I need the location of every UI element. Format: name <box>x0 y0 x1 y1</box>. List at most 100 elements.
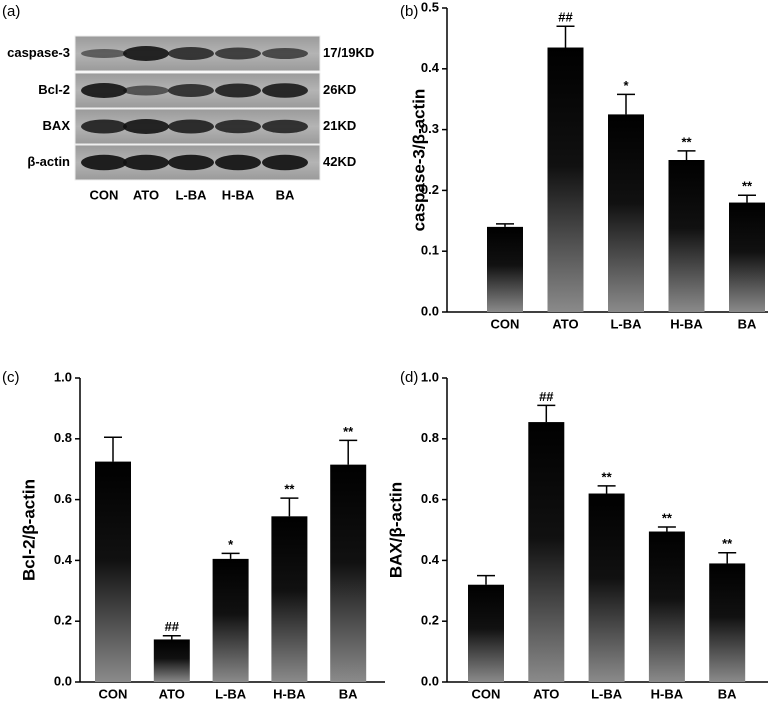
significance-label: * <box>228 537 234 552</box>
y-tick-label: 0.3 <box>421 121 439 136</box>
blot-band <box>81 119 127 134</box>
y-tick-label: 0.1 <box>421 243 439 258</box>
blot-band <box>81 83 127 98</box>
x-tick-label: L-BA <box>215 686 247 701</box>
blot-band <box>168 119 214 134</box>
y-tick-label: 0.6 <box>54 491 72 506</box>
y-tick-label: 0.8 <box>421 430 439 445</box>
size-label: 42KD <box>323 154 356 169</box>
bar <box>588 493 625 682</box>
significance-label: ## <box>165 619 180 634</box>
bar <box>212 558 249 682</box>
western-blot: (a) caspase-3 17/19KD Bcl-2 26KD BAX 21KD β-act… <box>2 3 374 202</box>
blot-band <box>81 49 127 58</box>
x-tick-label: CON <box>99 686 128 701</box>
size-label: 17/19KD <box>323 45 374 60</box>
y-tick-label: 0.0 <box>54 673 72 688</box>
y-axis-label: caspase-3/β-actin <box>409 89 428 232</box>
blot-band <box>215 83 261 98</box>
blot-band <box>123 119 169 134</box>
x-tick-label: H-BA <box>670 316 703 331</box>
lane-label: H-BA <box>222 187 255 202</box>
y-axis-label: Bcl-2/β-actin <box>19 479 38 581</box>
significance-label: ** <box>602 469 613 484</box>
bar <box>487 226 523 312</box>
blot-band <box>168 47 214 60</box>
lane-label: L-BA <box>175 187 207 202</box>
blot-band <box>123 46 169 61</box>
blot-band <box>168 84 214 97</box>
y-tick-label: 0.0 <box>421 673 439 688</box>
y-tick-label: 0.2 <box>421 182 439 197</box>
blot-band <box>168 154 214 171</box>
significance-label: ** <box>722 536 733 551</box>
lane-label: ATO <box>133 187 159 202</box>
y-tick-label: 0.6 <box>421 491 439 506</box>
row-label: BAX <box>43 118 71 133</box>
blot-band <box>262 154 308 171</box>
bar <box>709 563 746 682</box>
panel-label: (d) <box>400 369 418 386</box>
y-tick-label: 0.5 <box>421 0 439 14</box>
bar <box>648 531 685 682</box>
x-tick-label: ATO <box>159 686 185 701</box>
blot-band <box>215 154 261 171</box>
bar <box>608 114 644 313</box>
bar <box>528 422 565 682</box>
y-tick-label: 1.0 <box>421 369 439 384</box>
significance-label: ** <box>681 134 692 149</box>
size-label: 26KD <box>323 82 356 97</box>
bar <box>271 516 308 682</box>
x-tick-label: BA <box>718 686 737 701</box>
y-tick-label: 0.4 <box>421 60 440 75</box>
y-tick-label: 0.0 <box>421 303 439 318</box>
bar <box>668 160 705 312</box>
size-label: 21KD <box>323 118 356 133</box>
y-axis-label: BAX/β-actin <box>386 482 405 578</box>
row-label: β-actin <box>27 154 70 169</box>
lane-label: CON <box>90 187 119 202</box>
panel-label: (b) <box>400 3 418 20</box>
blot-band <box>215 47 261 60</box>
blot-band <box>215 119 261 134</box>
bar <box>468 584 504 682</box>
blot-band <box>262 119 308 134</box>
bar <box>547 47 584 313</box>
y-tick-label: 0.8 <box>54 430 72 445</box>
significance-label: ** <box>662 510 673 525</box>
panel-label: (a) <box>2 3 20 20</box>
x-tick-label: L-BA <box>610 316 642 331</box>
x-tick-label: L-BA <box>591 686 623 701</box>
x-tick-label: ATO <box>552 316 578 331</box>
y-tick-label: 0.2 <box>421 613 439 628</box>
bar <box>95 461 131 682</box>
bar <box>153 639 190 682</box>
y-tick-label: 0.2 <box>54 613 72 628</box>
x-tick-label: ATO <box>533 686 559 701</box>
significance-label: ** <box>742 179 753 194</box>
y-tick-label: 0.4 <box>54 552 73 567</box>
significance-label: ** <box>343 424 354 439</box>
significance-label: ## <box>539 389 554 404</box>
blot-band <box>81 154 127 171</box>
x-tick-label: CON <box>491 316 520 331</box>
x-tick-label: H-BA <box>273 686 306 701</box>
panel-label: (c) <box>2 369 20 386</box>
bar <box>330 464 367 682</box>
lane-label: BA <box>276 187 295 202</box>
blot-band <box>262 83 308 98</box>
x-tick-label: H-BA <box>651 686 684 701</box>
y-tick-label: 1.0 <box>54 369 72 384</box>
significance-label: ## <box>558 10 573 25</box>
significance-label: ** <box>284 482 295 497</box>
row-label: caspase-3 <box>7 45 70 60</box>
blot-band <box>123 85 169 96</box>
x-tick-label: BA <box>339 686 358 701</box>
row-label: Bcl-2 <box>38 82 70 97</box>
blot-band <box>123 154 169 171</box>
significance-label: * <box>623 78 629 93</box>
y-tick-label: 0.4 <box>421 552 440 567</box>
bar <box>729 202 765 312</box>
x-tick-label: CON <box>472 686 501 701</box>
